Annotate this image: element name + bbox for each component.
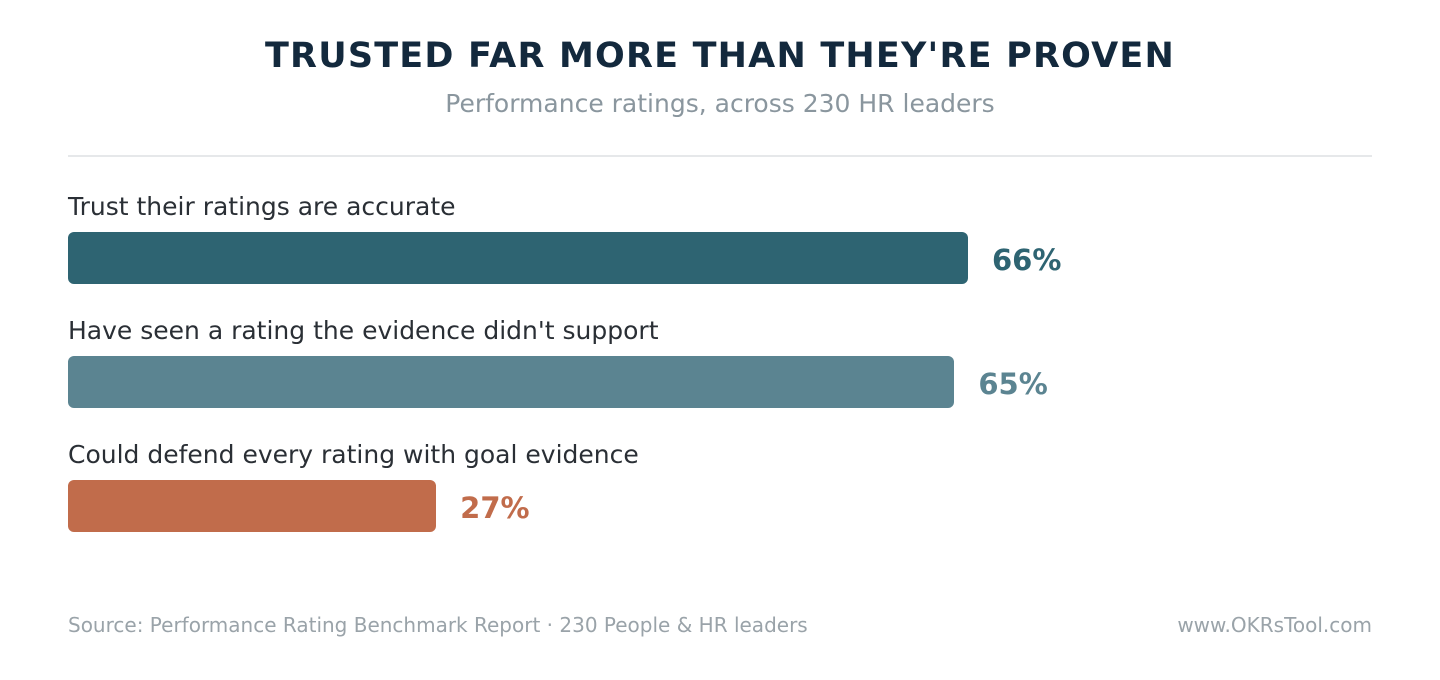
chart-subtitle: Performance ratings, across 230 HR leade… (445, 89, 995, 118)
bar (68, 356, 955, 408)
bar-label: Could defend every rating with goal evid… (68, 440, 639, 469)
bar-value-label: 27% (460, 491, 530, 525)
bar (68, 232, 968, 284)
divider (68, 155, 1372, 157)
site-link[interactable]: www.OKRsTool.com (1177, 613, 1372, 637)
source-note: Source: Performance Rating Benchmark Rep… (68, 613, 808, 637)
bar-value-label: 66% (992, 243, 1062, 277)
chart-title: TRUSTED FAR MORE THAN THEY'RE PROVEN (264, 36, 1176, 76)
bar-label: Have seen a rating the evidence didn't s… (68, 316, 659, 345)
bar-label: Trust their ratings are accurate (68, 192, 456, 221)
bar (68, 480, 437, 532)
bar-value-label: 65% (978, 367, 1048, 401)
